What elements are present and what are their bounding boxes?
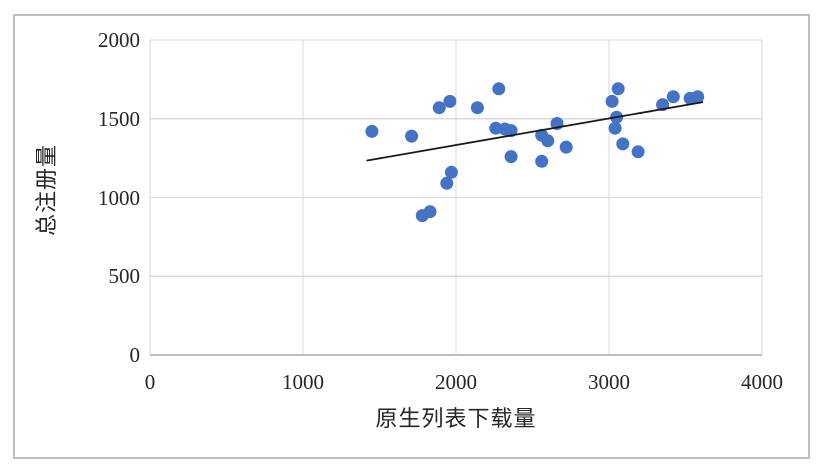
data-point[interactable] [470, 101, 484, 115]
x-axis-title: 原生列表下载量 [375, 406, 537, 431]
x-tick-label: 1000 [282, 370, 324, 394]
data-point[interactable] [492, 82, 506, 96]
data-point[interactable] [504, 124, 518, 138]
data-point[interactable] [444, 165, 458, 179]
data-point[interactable] [608, 121, 622, 135]
y-tick-label: 500 [108, 264, 141, 289]
chart-frame[interactable] [13, 14, 810, 459]
data-point[interactable] [611, 82, 625, 96]
y-tick-label: 0 [129, 343, 141, 367]
x-tick-label: 0 [144, 370, 156, 394]
y-tick-label: 1000 [98, 185, 140, 210]
data-point[interactable] [605, 94, 619, 108]
data-point[interactable] [423, 205, 437, 219]
data-point[interactable] [405, 129, 419, 143]
data-point[interactable] [365, 124, 379, 138]
data-point[interactable] [504, 150, 518, 164]
y-tick-label: 2000 [98, 28, 140, 52]
x-tick-label: 3000 [588, 370, 630, 394]
data-point[interactable] [616, 137, 630, 151]
data-point[interactable] [432, 101, 446, 115]
x-tick-label: 4000 [741, 370, 783, 394]
data-point[interactable] [691, 90, 705, 104]
data-point[interactable] [535, 154, 549, 168]
data-point[interactable] [559, 140, 573, 154]
data-point[interactable] [631, 145, 645, 159]
data-point[interactable] [541, 134, 555, 148]
x-tick-label: 2000 [435, 370, 477, 394]
data-point[interactable] [443, 94, 457, 108]
trendline[interactable] [366, 101, 704, 162]
y-tick-label: 1500 [98, 106, 140, 131]
data-point[interactable] [440, 176, 454, 190]
data-point[interactable] [666, 90, 680, 104]
